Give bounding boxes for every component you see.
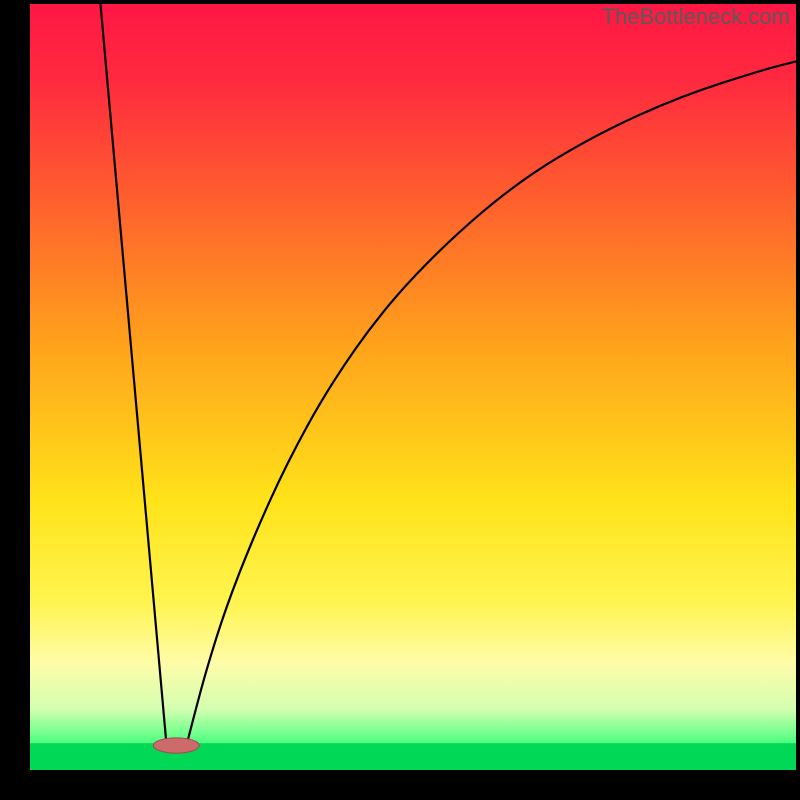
chart-container: TheBottleneck.com bbox=[0, 0, 800, 800]
plot-area bbox=[30, 4, 796, 770]
watermark-text: TheBottleneck.com bbox=[602, 4, 790, 30]
green-band bbox=[30, 743, 796, 770]
bottleneck-chart bbox=[0, 0, 800, 800]
valley-marker bbox=[153, 738, 199, 753]
